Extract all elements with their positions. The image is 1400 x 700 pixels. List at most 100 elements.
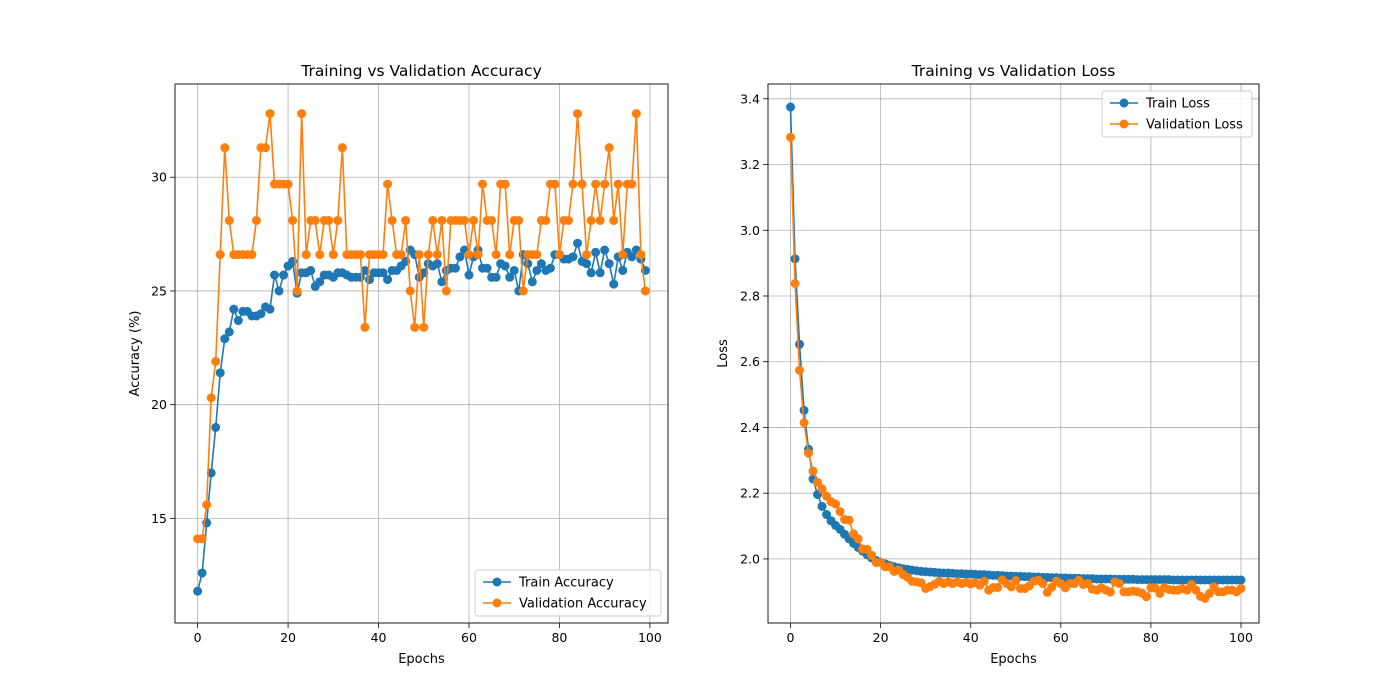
- accuracy-data-point: [573, 238, 583, 248]
- accuracy-y-tick-label: 15: [151, 511, 167, 526]
- loss-data-point: [1204, 588, 1214, 598]
- accuracy-data-point: [410, 322, 420, 332]
- accuracy-x-tick-label: 60: [461, 630, 477, 645]
- loss-data-point: [817, 484, 827, 494]
- accuracy-y-tick-label: 20: [151, 397, 167, 412]
- loss-data-point: [1105, 587, 1115, 597]
- accuracy-data-point: [618, 265, 628, 275]
- accuracy-x-tick-label: 80: [551, 630, 567, 645]
- accuracy-data-point: [450, 263, 460, 273]
- accuracy-data-point: [487, 215, 497, 225]
- loss-data-point: [1191, 585, 1201, 595]
- accuracy-data-point: [541, 215, 551, 225]
- accuracy-x-axis-label: Epochs: [398, 652, 445, 667]
- loss-data-point: [979, 576, 989, 586]
- accuracy-data-point: [441, 286, 451, 296]
- accuracy-data-point: [627, 252, 637, 262]
- accuracy-data-point: [428, 215, 438, 225]
- loss-legend-swatch-marker: [1119, 98, 1129, 108]
- accuracy-data-point: [292, 286, 302, 296]
- accuracy-data-point: [355, 250, 365, 260]
- loss-x-tick-label: 80: [1143, 630, 1159, 645]
- loss-data-point: [795, 365, 805, 375]
- accuracy-data-point: [360, 322, 370, 332]
- accuracy-data-point: [274, 286, 284, 296]
- loss-data-point: [835, 507, 845, 517]
- loss-data-point: [1006, 582, 1016, 592]
- accuracy-data-point: [283, 179, 293, 189]
- accuracy-data-point: [197, 568, 207, 578]
- accuracy-data-point: [568, 179, 578, 189]
- accuracy-data-point: [609, 215, 619, 225]
- loss-data-point: [790, 278, 800, 288]
- loss-x-tick-label: 100: [1229, 630, 1253, 645]
- accuracy-data-point: [337, 143, 347, 153]
- accuracy-data-point: [582, 259, 592, 269]
- accuracy-data-point: [206, 468, 216, 478]
- accuracy-data-point: [482, 263, 492, 273]
- accuracy-data-point: [523, 259, 533, 269]
- accuracy-data-point: [437, 277, 447, 287]
- accuracy-legend: Train Accuracy Validation Accuracy: [474, 569, 662, 617]
- accuracy-data-point: [459, 215, 469, 225]
- loss-data-point: [822, 510, 832, 520]
- accuracy-data-point: [618, 250, 628, 260]
- loss-y-tick-label: 3.4: [740, 91, 760, 106]
- accuracy-data-point: [636, 250, 646, 260]
- accuracy-data-point: [591, 247, 601, 257]
- accuracy-data-point: [387, 215, 397, 225]
- loss-chart-title: Training vs Validation Loss: [911, 62, 1116, 80]
- accuracy-x-tick-label: 100: [638, 630, 662, 645]
- accuracy-data-point: [550, 179, 560, 189]
- accuracy-data-point: [536, 259, 546, 269]
- accuracy-data-point: [211, 356, 221, 366]
- accuracy-data-point: [505, 250, 515, 260]
- accuracy-plot-area: [175, 84, 668, 623]
- accuracy-data-point: [419, 322, 429, 332]
- accuracy-data-point: [582, 250, 592, 260]
- accuracy-legend-swatch-marker: [492, 598, 502, 608]
- accuracy-data-point: [586, 268, 596, 278]
- accuracy-data-point: [505, 272, 515, 282]
- accuracy-data-point: [378, 250, 388, 260]
- loss-data-point: [799, 418, 809, 428]
- loss-series-1: [786, 132, 1246, 603]
- accuracy-data-point: [631, 109, 641, 119]
- accuracy-data-point: [532, 250, 542, 260]
- accuracy-data-point: [211, 422, 221, 432]
- accuracy-data-point: [360, 265, 370, 275]
- loss-data-point: [795, 339, 805, 349]
- accuracy-data-point: [432, 259, 442, 269]
- accuracy-data-point: [324, 215, 334, 225]
- accuracy-data-point: [233, 316, 243, 326]
- loss-y-tick-label: 2.4: [740, 420, 760, 435]
- accuracy-data-point: [573, 109, 583, 119]
- accuracy-data-point: [306, 265, 316, 275]
- loss-x-tick-label: 20: [873, 630, 889, 645]
- accuracy-data-point: [301, 250, 311, 260]
- accuracy-data-point: [405, 286, 415, 296]
- loss-data-point: [786, 132, 796, 142]
- accuracy-x-tick-label: 20: [280, 630, 296, 645]
- loss-data-point: [1236, 575, 1246, 585]
- loss-data-point: [808, 466, 818, 476]
- accuracy-x-tick-label: 40: [371, 630, 387, 645]
- accuracy-data-point: [310, 215, 320, 225]
- loss-data-point: [813, 477, 823, 487]
- accuracy-data-point: [604, 259, 614, 269]
- accuracy-data-point: [469, 215, 479, 225]
- accuracy-data-point: [600, 245, 610, 255]
- loss-data-point: [831, 499, 841, 509]
- loss-data-point: [1038, 579, 1048, 589]
- accuracy-data-point: [563, 215, 573, 225]
- accuracy-data-point: [478, 179, 488, 189]
- loss-data-point: [1011, 576, 1021, 586]
- accuracy-data-point: [491, 272, 501, 282]
- accuracy-data-point: [215, 250, 225, 260]
- accuracy-x-tick-label: 0: [194, 630, 202, 645]
- accuracy-data-point: [473, 250, 483, 260]
- accuracy-data-point: [270, 270, 280, 280]
- accuracy-data-point: [627, 179, 637, 189]
